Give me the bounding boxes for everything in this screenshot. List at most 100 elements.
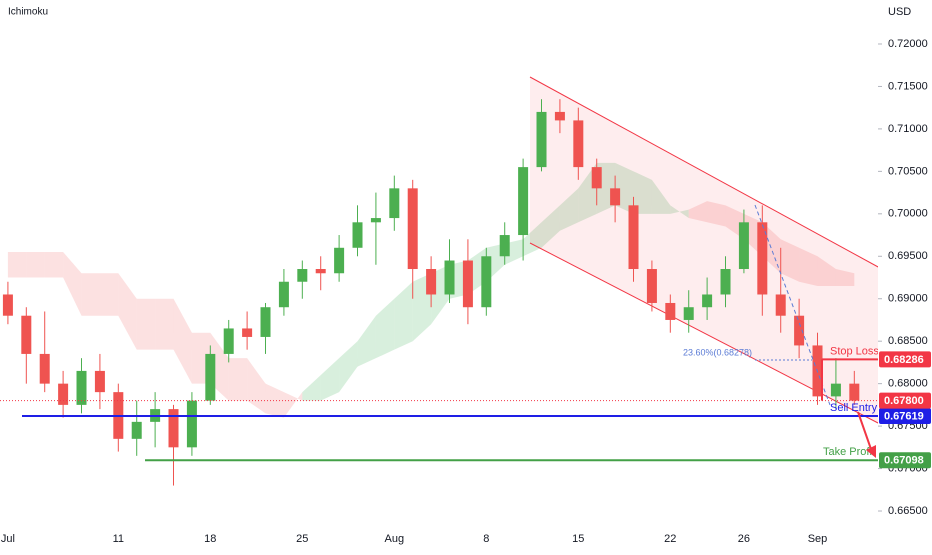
candle-body bbox=[297, 269, 308, 282]
price-tag-label: 0.67619 bbox=[884, 410, 924, 422]
candle-body bbox=[444, 260, 455, 295]
candle-body bbox=[738, 222, 749, 270]
candle-body bbox=[352, 222, 363, 248]
x-tick-label: 15 bbox=[572, 533, 584, 545]
cloud-segment bbox=[633, 171, 652, 214]
candle-body bbox=[131, 421, 142, 439]
candle-body bbox=[573, 120, 584, 168]
candle-body bbox=[21, 315, 32, 354]
y-tick-label: 0.68000 bbox=[888, 378, 928, 390]
cloud-segment bbox=[247, 358, 266, 414]
channel-upper bbox=[529, 76, 881, 269]
cloud-segment bbox=[541, 205, 560, 248]
x-tick-label: 8 bbox=[483, 533, 489, 545]
cloud-segment bbox=[228, 358, 248, 401]
level-name: Sell Entry bbox=[830, 402, 878, 414]
candle-body bbox=[260, 307, 271, 337]
x-tick-label: 18 bbox=[204, 533, 216, 545]
price-tag-label: 0.68286 bbox=[884, 354, 924, 366]
y-tick-label: 0.66500 bbox=[888, 505, 928, 517]
candle-body bbox=[186, 400, 197, 448]
candle-body bbox=[407, 188, 418, 270]
candle-body bbox=[702, 294, 713, 308]
cloud-segment bbox=[523, 222, 542, 257]
cloud-segment bbox=[44, 252, 64, 278]
indicator-name: Ichimoku bbox=[8, 7, 48, 18]
y-tick-label: 0.70500 bbox=[888, 165, 928, 177]
price-tag bbox=[879, 392, 931, 409]
x-tick-label: Jul bbox=[1, 533, 15, 545]
x-tick-label: 11 bbox=[113, 533, 124, 545]
candle-body bbox=[168, 409, 179, 448]
channel-fill bbox=[530, 77, 880, 424]
axis-unit: USD bbox=[888, 6, 911, 18]
cloud-segment bbox=[7, 252, 27, 278]
candle-body bbox=[462, 260, 473, 308]
y-tick-label: 0.72000 bbox=[888, 38, 928, 50]
candle-body bbox=[499, 235, 510, 257]
candle-body bbox=[646, 269, 657, 303]
cloud-segment bbox=[394, 281, 413, 350]
cloud-segment bbox=[817, 256, 836, 286]
axis-layer: 0.72000 0.71500 0.71000 0.70500 0.70000 0.695… bbox=[1, 38, 931, 545]
cloud-segment bbox=[136, 298, 156, 350]
price-tag-label: 0.67800 bbox=[884, 395, 924, 407]
candle-body bbox=[2, 294, 13, 316]
level-name: Take Profit bbox=[823, 446, 875, 458]
cloud-segment bbox=[780, 239, 800, 282]
candle-body bbox=[370, 218, 381, 223]
candle-body bbox=[683, 307, 694, 320]
y-tick-label: 0.69500 bbox=[888, 250, 928, 262]
candle-body bbox=[94, 370, 105, 393]
candle-body bbox=[830, 383, 841, 397]
fib-label: 23.60%(0.68278) bbox=[683, 347, 752, 357]
candle-body bbox=[481, 256, 492, 308]
y-tick-label: 0.71500 bbox=[888, 80, 928, 92]
cloud-segment bbox=[375, 298, 395, 359]
x-tick-label: Aug bbox=[385, 533, 405, 545]
y-tick-label: 0.70000 bbox=[888, 208, 928, 220]
candle-body bbox=[720, 269, 731, 295]
candle-body bbox=[665, 302, 676, 320]
candle-body bbox=[39, 353, 50, 384]
x-tick-label: 25 bbox=[296, 533, 308, 545]
candle-body bbox=[628, 205, 639, 270]
cloud-segment bbox=[670, 205, 689, 219]
price-tag bbox=[879, 351, 931, 368]
price-tag bbox=[879, 452, 931, 469]
arrow-head bbox=[866, 445, 876, 458]
candle-body bbox=[610, 188, 621, 206]
candle-body bbox=[794, 315, 805, 346]
y-tick-label: 0.69000 bbox=[888, 293, 928, 305]
cloud-segment bbox=[265, 383, 284, 418]
candle-body bbox=[849, 383, 860, 401]
x-tick-label: 22 bbox=[664, 533, 676, 545]
level-name: Stop Loss bbox=[830, 345, 879, 357]
x-tick-label: 26 bbox=[738, 533, 750, 545]
projection-dashed bbox=[754, 204, 831, 406]
cloud-segment bbox=[81, 273, 100, 316]
candle-body bbox=[223, 328, 234, 354]
x-tick-label: Sep bbox=[808, 533, 828, 545]
cloud-segment bbox=[173, 298, 192, 384]
cloud-segment bbox=[357, 315, 376, 367]
cloud-segment bbox=[559, 188, 579, 231]
cloud-segment bbox=[63, 252, 82, 316]
price-tag-label: 0.67098 bbox=[884, 455, 924, 467]
level-layer: 23.60%(0.68278) Stop Loss Sell Entry Take P… bbox=[0, 345, 879, 462]
candle-body bbox=[426, 269, 437, 295]
cloud-segment bbox=[118, 273, 137, 350]
cloud-segment bbox=[707, 201, 726, 227]
candle-body bbox=[757, 222, 768, 295]
candle-body bbox=[76, 370, 87, 405]
candle-body bbox=[536, 111, 547, 168]
candle-body bbox=[591, 167, 602, 189]
cloud-segment bbox=[799, 247, 818, 286]
cloud-segment bbox=[339, 341, 358, 393]
candle-body bbox=[518, 167, 529, 236]
cloud-segment bbox=[155, 298, 174, 350]
candle-body bbox=[278, 281, 289, 308]
y-tick-label: 0.71000 bbox=[888, 123, 928, 135]
candle-body bbox=[315, 269, 326, 274]
